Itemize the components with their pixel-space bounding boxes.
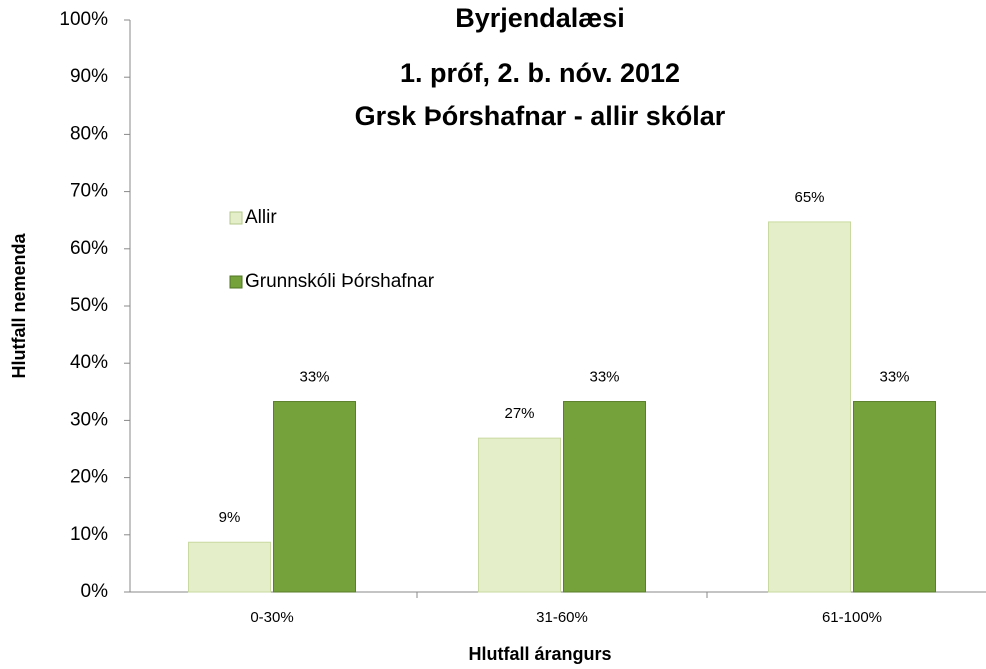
- y-tick-label: 90%: [70, 66, 108, 87]
- bar: [768, 221, 851, 593]
- chart-title: Grsk Þórshafnar - allir skólar: [355, 101, 726, 131]
- bar: [188, 541, 271, 593]
- bar: [478, 437, 561, 593]
- x-axis-title: Hlutfall árangurs: [468, 644, 611, 664]
- y-tick-label: 0%: [81, 581, 109, 602]
- y-tick-label: 30%: [70, 409, 108, 430]
- y-tick-label: 40%: [70, 352, 108, 373]
- chart-title: Byrjendalæsi: [455, 3, 625, 33]
- y-tick-label: 20%: [70, 467, 108, 488]
- bar: [563, 401, 646, 593]
- x-tick-label: 61-100%: [822, 609, 882, 626]
- legend-swatch: [229, 211, 243, 225]
- y-tick-label: 80%: [70, 123, 108, 144]
- x-tick-label: 0-30%: [250, 609, 293, 626]
- legend-label: Allir: [245, 207, 277, 228]
- data-label: 33%: [879, 368, 909, 385]
- legend-label: Grunnskóli Þórshafnar: [245, 271, 435, 292]
- x-tick-label: 31-60%: [536, 609, 588, 626]
- y-tick-label: 70%: [70, 181, 108, 202]
- bar: [853, 401, 936, 593]
- data-label: 33%: [299, 368, 329, 385]
- data-label: 65%: [794, 189, 824, 206]
- y-tick-label: 100%: [59, 9, 108, 30]
- bar: [273, 401, 356, 593]
- legend-swatch: [229, 275, 243, 289]
- y-tick-label: 60%: [70, 238, 108, 259]
- data-label: 27%: [504, 405, 534, 422]
- data-label: 33%: [589, 368, 619, 385]
- data-label: 9%: [219, 509, 241, 526]
- y-axis-title: Hlutfall nemenda: [9, 233, 29, 379]
- y-tick-label: 10%: [70, 524, 108, 545]
- y-tick-label: 50%: [70, 295, 108, 316]
- chart-title: 1. próf, 2. b. nóv. 2012: [400, 58, 680, 88]
